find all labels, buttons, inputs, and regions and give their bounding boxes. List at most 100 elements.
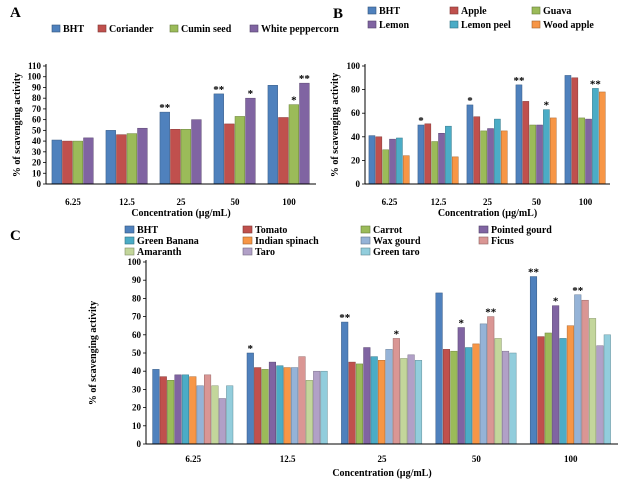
significance-mark-b-1: *: [467, 95, 473, 107]
bar-c-3-9: [501, 350, 510, 445]
x-tick-label-c-3: 50: [472, 454, 482, 464]
bar-c-0-0: [152, 369, 160, 445]
y-tick-label-b-1: 20: [351, 155, 361, 165]
y-tick-label-a-7: 70: [32, 104, 42, 114]
bar-a-4-2: [288, 104, 299, 185]
bar-a-2-0: [159, 111, 170, 185]
bar-c-4-1: [537, 336, 545, 445]
y-tick-label-c-8: 80: [132, 293, 142, 303]
y-axis-title-b: % of scavenging activity: [330, 73, 341, 177]
legend-swatch-b-0: [367, 6, 377, 15]
legend-label-c-8: Amaranth: [137, 247, 182, 258]
legend-swatch-c-9: [242, 247, 253, 256]
bar-c-1-8: [305, 380, 313, 445]
bar-c-0-10: [226, 385, 234, 445]
bar-c-0-7: [204, 374, 212, 445]
significance-mark-a-3: *: [291, 95, 297, 107]
y-tick-label-a-8: 80: [32, 93, 42, 103]
y-tick-label-a-10: 100: [28, 72, 42, 82]
bar-c-4-0: [529, 276, 538, 445]
y-tick-label-c-5: 50: [132, 348, 142, 358]
bar-c-0-2: [167, 380, 175, 445]
bar-a-3-1: [224, 123, 235, 185]
bar-b-2-3: [487, 128, 494, 185]
bar-b-4-4: [592, 88, 599, 185]
bar-c-0-8: [211, 385, 219, 445]
bar-a-0-2: [72, 140, 83, 185]
bar-b-0-5: [402, 155, 410, 185]
legend-label-b-4: Lemon peel: [461, 20, 511, 31]
legend-swatch-c-2: [360, 225, 371, 234]
bar-c-2-1: [348, 361, 356, 445]
bar-c-1-1: [254, 367, 262, 445]
significance-mark-c-1: **: [339, 312, 351, 324]
legend-swatch-a-1: [97, 24, 107, 33]
legend-label-c-4: Green Banana: [137, 236, 199, 247]
legend-swatch-c-6: [360, 236, 371, 245]
significance-mark-c-0: *: [248, 343, 254, 355]
bar-b-4-2: [578, 117, 585, 185]
bar-c-4-9: [596, 345, 604, 445]
legend-label-b-5: Wood apple: [543, 20, 594, 31]
bar-c-2-3: [363, 347, 371, 445]
bar-c-1-6: [291, 367, 299, 445]
bar-b-1-3: [438, 133, 445, 185]
legend-swatch-c-1: [242, 225, 253, 234]
bar-c-4-6: [574, 294, 582, 445]
bar-b-3-5: [549, 117, 557, 185]
bar-b-2-2: [480, 130, 487, 185]
legend-label-c-7: Ficus: [491, 236, 514, 247]
legend-label-a-0: BHT: [63, 24, 84, 35]
bar-c-4-7: [581, 299, 589, 445]
significance-mark-c-4: **: [485, 307, 497, 319]
significance-mark-b-2: **: [513, 75, 525, 87]
bar-b-0-1: [375, 136, 383, 185]
bar-c-1-3: [268, 361, 276, 445]
legend-swatch-a-0: [51, 24, 61, 33]
y-tick-label-c-9: 90: [132, 275, 142, 285]
x-tick-label-c-0: 6.25: [185, 454, 201, 464]
significance-mark-a-1: **: [213, 84, 225, 96]
bar-c-3-7: [487, 316, 495, 445]
bar-b-1-4: [445, 125, 452, 185]
panel-a-letter: A: [10, 5, 21, 21]
y-tick-label-c-1: 10: [132, 421, 142, 431]
y-tick-label-a-4: 40: [32, 136, 42, 146]
y-tick-label-c-0: 0: [137, 439, 142, 449]
legend-swatch-c-10: [360, 247, 371, 256]
x-tick-label-a-4: 100: [282, 197, 296, 207]
legend-swatch-b-2: [531, 6, 541, 15]
bar-c-1-10: [320, 370, 328, 445]
significance-mark-c-7: **: [572, 285, 584, 297]
bar-b-3-3: [536, 124, 543, 185]
bar-c-3-3: [457, 327, 465, 445]
y-tick-label-a-9: 90: [32, 82, 42, 92]
bar-a-0-3: [83, 137, 94, 185]
legend-swatch-b-4: [449, 20, 459, 29]
significance-mark-c-2: *: [394, 328, 400, 340]
x-axis-title-c: Concentration (µg/mL): [332, 468, 431, 479]
significance-mark-a-4: **: [299, 73, 311, 85]
x-tick-label-a-3: 50: [231, 197, 241, 207]
bar-c-3-0: [435, 292, 443, 445]
bar-c-1-4: [276, 365, 284, 445]
significance-mark-c-6: *: [553, 296, 559, 308]
bar-c-3-6: [479, 323, 487, 445]
bar-c-1-9: [313, 370, 321, 445]
bar-b-4-1: [571, 77, 579, 185]
y-tick-label-b-3: 60: [351, 108, 361, 118]
bar-a-4-0: [267, 85, 278, 185]
legend-swatch-a-2: [169, 24, 179, 33]
y-tick-label-a-5: 50: [32, 125, 42, 135]
bar-b-4-3: [585, 118, 592, 185]
legend-swatch-c-8: [124, 247, 135, 256]
significance-mark-c-3: *: [458, 318, 464, 330]
bar-c-3-5: [472, 343, 480, 445]
x-tick-label-c-1: 12.5: [280, 454, 296, 464]
x-tick-label-a-2: 25: [177, 197, 187, 207]
y-tick-label-c-10: 100: [128, 257, 142, 267]
bar-c-0-5: [189, 376, 197, 445]
y-axis-title-a: % of scavenging activity: [12, 73, 23, 177]
bar-b-4-5: [598, 91, 606, 185]
bar-c-4-3: [552, 305, 560, 445]
